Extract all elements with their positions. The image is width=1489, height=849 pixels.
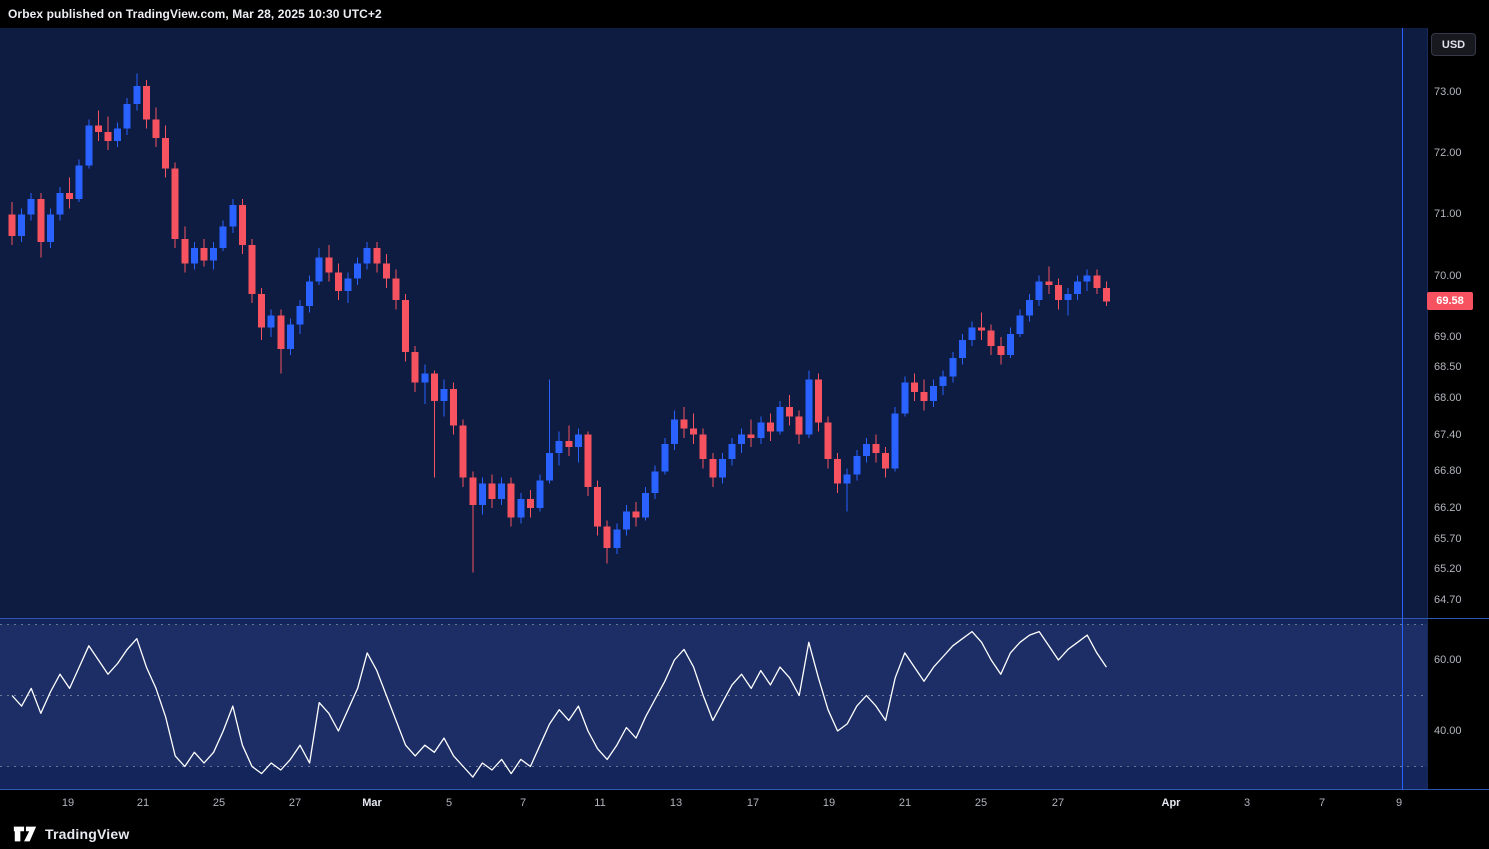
time-axis-label: 3 — [1243, 797, 1251, 809]
time-axis-label: 9 — [1395, 797, 1403, 809]
time-axis-label: 25 — [212, 797, 226, 809]
price-axis-label: 65.20 — [1434, 563, 1462, 576]
last-price-badge: 69.58 — [1427, 292, 1473, 311]
price-axis-label: 64.70 — [1434, 594, 1462, 606]
time-axis-month-label: Apr — [1161, 797, 1181, 809]
time-axis-label: 27 — [1051, 797, 1065, 809]
price-axis-label: 70.00 — [1434, 269, 1462, 282]
currency-button[interactable]: USD — [1431, 33, 1476, 56]
time-axis-label: 5 — [445, 797, 453, 809]
rsi-axis-label: 60.00 — [1434, 654, 1462, 666]
time-axis-month-label: Mar — [362, 797, 382, 809]
time-axis-label: 7 — [519, 797, 527, 809]
price-axis-label: 71.00 — [1434, 208, 1462, 221]
price-axis-label: 68.50 — [1434, 361, 1462, 374]
time-axis-label: 21 — [898, 797, 912, 809]
price-axis-label: 72.00 — [1434, 147, 1462, 160]
price-axis[interactable]: USD 69.58 73.00 72.00 71.00 70.00 69.00 68.50… — [1427, 28, 1489, 790]
tradingview-wordmark[interactable]: TradingView — [45, 825, 130, 842]
price-axis-label: 67.40 — [1434, 428, 1462, 441]
rsi-axis-label: 40.00 — [1434, 725, 1462, 737]
footer-bar: TradingView — [0, 818, 1489, 849]
time-axis-label: 25 — [974, 797, 988, 809]
time-axis-label: 19 — [61, 797, 75, 809]
price-axis-label: 66.80 — [1434, 465, 1462, 478]
time-axis-label: 7 — [1318, 797, 1326, 809]
time-axis-label: 27 — [288, 797, 302, 809]
time-axis-label: 13 — [669, 797, 683, 809]
tradingview-logo-icon[interactable] — [12, 823, 38, 845]
price-axis-label: 68.00 — [1434, 392, 1462, 405]
price-axis-label: 65.70 — [1434, 532, 1462, 545]
price-axis-label: 69.00 — [1434, 330, 1462, 343]
publish-title: Orbex published on TradingView.com, Mar … — [8, 7, 382, 21]
time-axis-label: 17 — [746, 797, 760, 809]
publish-header: Orbex published on TradingView.com, Mar … — [0, 0, 1489, 28]
price-axis-label: 73.00 — [1434, 86, 1462, 98]
time-axis[interactable]: 19 21 25 27 Mar 5 7 11 13 17 19 21 25 27 Apr 3 7 9 — [0, 790, 1489, 818]
time-axis-label: 19 — [822, 797, 836, 809]
time-axis-label: 11 — [594, 797, 606, 809]
time-axis-label: 21 — [136, 797, 150, 809]
price-axis-label: 66.20 — [1434, 502, 1462, 515]
